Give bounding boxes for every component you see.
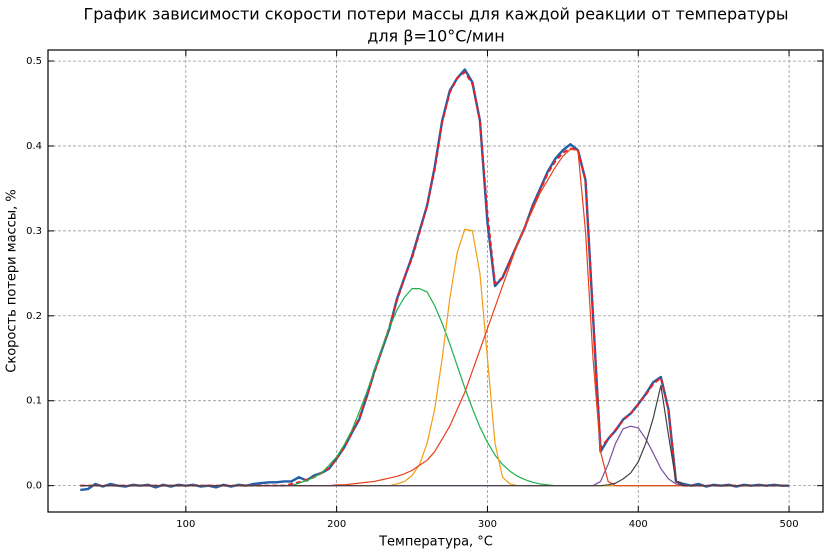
data-line [80,148,790,487]
data-line [80,288,790,487]
y-tick-label: 0.1 [26,396,42,407]
y-tick-label: 0.4 [26,141,42,152]
data-line [80,68,790,492]
y-tick-label: 0.2 [26,311,42,322]
data-line [80,71,790,487]
data-line [80,384,790,487]
chart-title: График зависимости скорости потери массы… [83,5,788,24]
data-line [80,425,790,487]
plot-frame [47,49,824,513]
x-tick-label: 100 [176,519,195,530]
data-line [80,228,790,487]
x-tick-label: 200 [327,519,346,530]
x-tick-label: 500 [780,519,799,530]
y-tick-label: 0.3 [26,226,42,237]
y-axis-label: Скорость потери массы, % [5,189,20,372]
x-axis-label: Температура, °C [378,535,493,550]
y-tick-label: 0.5 [26,56,42,67]
x-tick-label: 300 [478,519,497,530]
chart-title: для β=10°C/мин [367,27,504,46]
y-tick-label: 0.0 [26,481,42,492]
x-tick-label: 400 [629,519,648,530]
